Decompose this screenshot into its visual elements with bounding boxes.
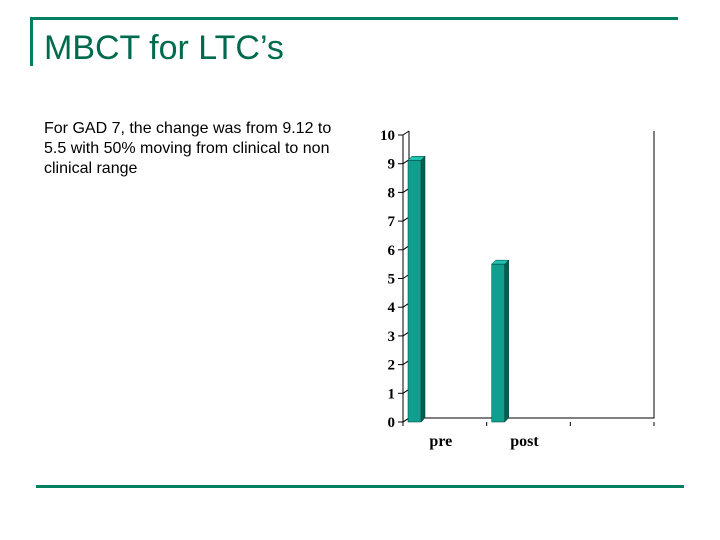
y-tick-label: 6 xyxy=(388,243,396,259)
title-top-rule xyxy=(30,17,678,20)
y-tick-label: 0 xyxy=(388,415,396,431)
x-category-label: post xyxy=(510,433,539,450)
chart-axes xyxy=(398,130,655,426)
body-text: For GAD 7, the change was from 9.12 to 5… xyxy=(44,120,332,177)
y-tick-label: 1 xyxy=(388,386,396,402)
bar-pre xyxy=(407,155,426,423)
y-tick-label: 4 xyxy=(388,300,396,316)
bar-side-face xyxy=(420,155,426,423)
bottom-rule xyxy=(36,485,684,488)
chart-bars xyxy=(407,155,510,423)
y-tick-label: 7 xyxy=(388,214,396,230)
chart-back-wall xyxy=(408,131,655,419)
y-tick-depth xyxy=(402,130,410,136)
x-category-label: pre xyxy=(429,433,452,450)
y-tick-label: 2 xyxy=(388,358,396,374)
y-tick-label: 5 xyxy=(388,272,396,288)
bar-front-face xyxy=(407,160,422,423)
bar-post xyxy=(491,259,510,423)
y-tick-label: 3 xyxy=(388,329,396,345)
y-tick-label: 8 xyxy=(388,185,396,201)
slide-title: MBCT for LTC’s xyxy=(44,29,284,67)
bar-side-face xyxy=(504,259,509,423)
bar-chart: 0 1 2 3 4 5 6 7 8 9 10 pre post xyxy=(380,128,655,450)
chart-labels: 0 1 2 3 4 5 6 7 8 9 10 pre post xyxy=(380,128,539,450)
y-tick-label: 9 xyxy=(388,157,396,173)
bar-front-face xyxy=(491,263,505,423)
y-tick-label: 10 xyxy=(380,128,395,144)
title-left-rule xyxy=(30,17,33,66)
